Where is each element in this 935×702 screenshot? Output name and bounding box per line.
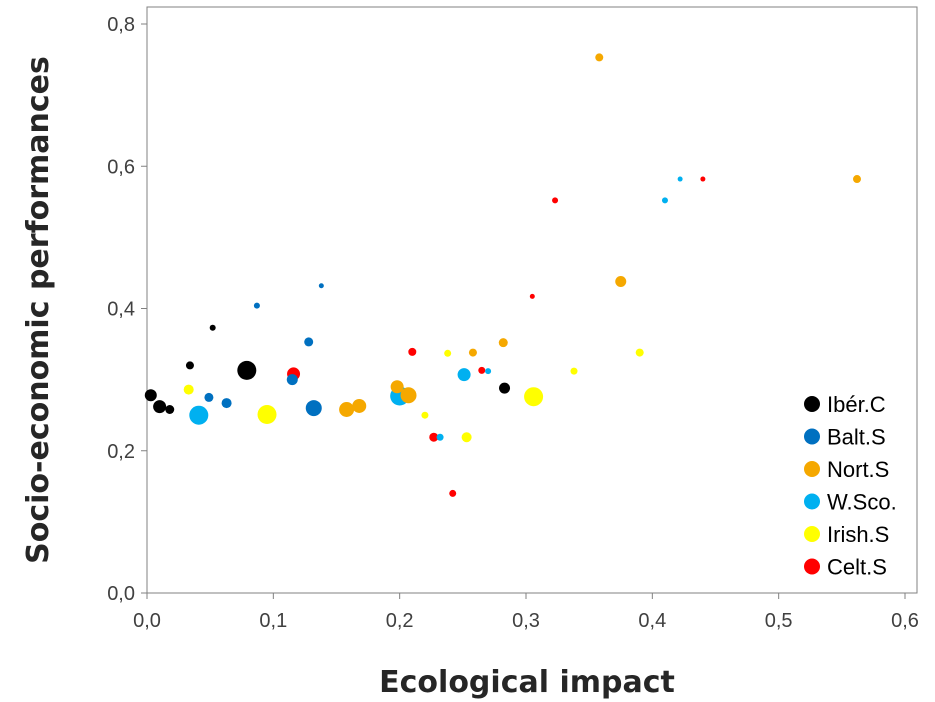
data-point <box>436 433 444 441</box>
y-tick-label: 0,6 <box>107 156 135 178</box>
legend-label: Irish.S <box>827 522 889 547</box>
data-points <box>144 53 861 497</box>
data-point <box>408 347 417 356</box>
data-point <box>461 432 472 443</box>
data-point <box>305 400 322 417</box>
y-tick-label: 0,4 <box>107 299 135 321</box>
legend-marker <box>804 428 820 445</box>
data-point <box>339 401 355 417</box>
data-point <box>421 411 429 419</box>
data-point <box>429 432 439 442</box>
data-point <box>498 338 508 348</box>
x-tick-label: 0,4 <box>638 610 666 632</box>
x-tick-label: 0,0 <box>133 610 161 632</box>
data-point <box>444 349 452 357</box>
legend-label: Nort.S <box>827 457 889 482</box>
data-point <box>552 197 559 204</box>
data-point <box>852 175 861 184</box>
legend-label: Balt.S <box>827 425 886 450</box>
data-point <box>257 404 277 424</box>
data-point <box>700 176 706 182</box>
data-point <box>318 283 324 289</box>
data-point <box>185 361 194 370</box>
y-tick-label: 0,0 <box>107 583 135 605</box>
data-point <box>524 387 544 407</box>
data-point <box>221 398 232 409</box>
data-point <box>144 389 157 402</box>
y-tick-label: 0,8 <box>107 14 135 36</box>
legend: Ibér.C Balt.S Nort.S W.Sco. Irish.S Celt.S <box>804 392 897 580</box>
legend-label: Ibér.C <box>827 392 886 417</box>
data-point <box>595 53 604 62</box>
x-tick-label: 0,1 <box>259 610 287 632</box>
data-point <box>165 404 175 414</box>
data-point <box>153 400 167 414</box>
x-tick-label: 0,5 <box>765 610 793 632</box>
data-point <box>468 348 477 357</box>
data-point <box>304 337 314 347</box>
data-point <box>457 368 471 382</box>
legend-marker <box>804 526 820 542</box>
data-point <box>615 275 627 287</box>
x-tick-label: 0,6 <box>891 610 919 632</box>
x-tick-label: 0,3 <box>512 610 540 632</box>
x-axis-title: Ecological impact <box>379 665 675 700</box>
data-point <box>352 398 367 413</box>
data-point <box>189 405 209 425</box>
data-point <box>661 197 668 204</box>
legend-label: Celt.S <box>827 555 887 580</box>
legend-marker <box>804 493 820 510</box>
legend-label: W.Sco. <box>827 490 897 515</box>
data-point <box>286 374 298 386</box>
data-point <box>237 360 257 380</box>
data-point <box>635 348 644 357</box>
legend-marker <box>804 461 820 477</box>
data-point <box>204 392 214 402</box>
data-point <box>209 324 216 331</box>
data-point <box>183 384 194 395</box>
data-point <box>499 382 511 394</box>
x-tick-label: 0,2 <box>386 610 414 632</box>
data-point <box>677 176 683 182</box>
legend-marker <box>804 396 820 412</box>
data-point <box>253 302 260 309</box>
data-point <box>529 293 535 299</box>
data-point <box>449 489 457 497</box>
data-point <box>485 368 492 375</box>
y-tick-label: 0,2 <box>107 441 135 463</box>
data-point <box>478 366 486 374</box>
y-axis-title: Socio-economic performances <box>21 56 56 564</box>
axes: 0,0 0,2 0,4 0,6 0,8 0,0 0,1 0,2 0,3 0,4 0,5 0,6 <box>107 7 919 632</box>
data-point <box>570 367 578 375</box>
legend-marker <box>804 558 820 575</box>
data-point <box>390 380 404 394</box>
data-point <box>400 387 417 404</box>
